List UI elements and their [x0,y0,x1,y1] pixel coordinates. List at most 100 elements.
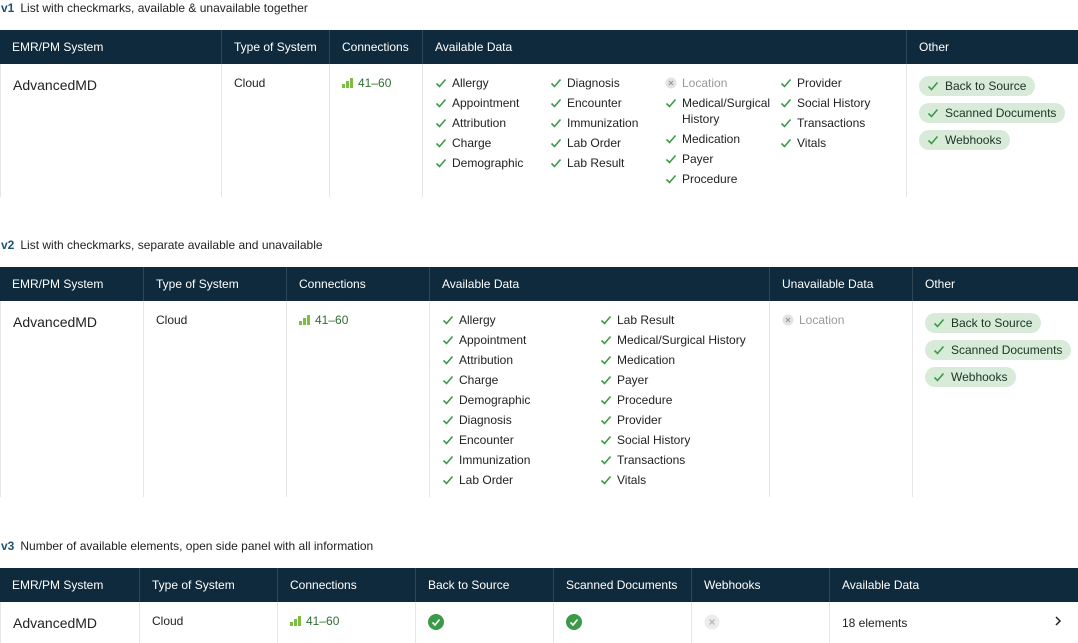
data-item-label: Lab Order [459,473,514,487]
item-list: Allergy Appointment Attribution Charge Demog… [435,75,550,191]
data-item-label: Social History [797,96,871,110]
check-icon [665,98,677,108]
cell [553,602,691,643]
feature-pill-label: Webhooks [951,370,1008,384]
signal-icon [342,78,353,88]
section-title: Number of available elements, open side … [20,539,374,553]
data-item: Lab Result [600,312,758,328]
check-icon [435,138,447,148]
feature-pill-label: Back to Source [951,316,1033,330]
data-item-label: Vitals [797,136,827,150]
check-icon [933,372,945,382]
body-row: AdvancedMD Cloud 41–60 Allergy Appointment At… [0,64,1078,197]
data-item-label: Immunization [459,453,531,467]
column-header: EMR/PM System [12,578,104,592]
data-item: Appointment [442,332,600,348]
column-header: Scanned Documents [553,568,691,602]
data-item: Social History [600,432,758,448]
available-data-count: 18 elements [842,616,908,630]
data-item-label: Diagnosis [567,76,620,90]
table: EMR/PM System Type of System Connections Ba… [0,568,1078,643]
check-icon [780,138,792,148]
data-item-label: Medication [682,132,741,146]
column-header: Type of System [139,568,277,602]
body-row: AdvancedMD Cloud 41–60 Allergy Appointment At… [0,301,1078,497]
check-icon [442,335,454,345]
feature-pill: Scanned Documents [925,340,1072,360]
item-list: Allergy Appointment Attribution Charge Demog… [442,312,600,492]
item-lists: Location [782,312,912,332]
data-item: Provider [600,412,758,428]
feature-pill-label: Scanned Documents [945,106,1057,120]
data-item-label: Lab Order [567,136,622,150]
data-item-label: Demographic [452,156,524,170]
check-icon [435,118,447,128]
data-item: Vitals [600,472,758,488]
data-item: Appointment [435,95,550,111]
section-caption: v3 Number of available elements, open sid… [1,538,373,554]
cell-text: Cloud [152,614,184,628]
check-icon [780,78,792,88]
data-item: Diagnosis [550,75,665,91]
check-icon [600,475,612,485]
data-item: Location [665,75,780,91]
data-item-label: Medical/Surgical History [617,333,746,347]
data-item-label: Appointment [452,96,520,110]
data-item-label: Payer [682,152,714,166]
table: EMR/PM System Type of System Connections Av… [0,30,1078,197]
check-icon [550,98,562,108]
check-icon [550,158,562,168]
data-item: Medical/Surgical History [665,95,780,127]
check-icon [442,375,454,385]
data-item: Provider [780,75,895,91]
available-data-link[interactable]: 18 elements [842,615,1078,631]
section-caption: v2 List with checkmarks, separate availab… [1,237,323,253]
feature-pill-label: Webhooks [945,133,1002,147]
check-icon [780,98,792,108]
check-icon [435,78,447,88]
data-item-label: Payer [617,373,649,387]
check-icon [600,375,612,385]
data-item-label: Encounter [459,433,514,447]
connections-range: 41–60 [306,614,340,628]
data-item-label: Transactions [797,116,866,130]
check-icon [927,108,939,118]
system-name: AdvancedMD [13,77,98,93]
data-item: Immunization [550,115,665,131]
data-item-label: Transactions [617,453,686,467]
data-item: Allergy [435,75,550,91]
data-item: Diagnosis [442,412,600,428]
check-icon [927,135,939,145]
header-row: EMR/PM System Type of System Connections Ba… [0,568,1078,602]
check-icon [600,415,612,425]
column-header: Available Data [429,267,769,301]
check-icon [927,81,939,91]
data-item: Immunization [442,452,600,468]
data-item: Social History [780,95,895,111]
connections-range: 41–60 [315,313,349,327]
column-header: Connections [329,30,422,64]
cell: Back to Source Scanned Documents Webhooks [906,64,1078,197]
check-icon [665,154,677,164]
column-header: EMR/PM System [12,40,104,54]
data-item-label: Encounter [567,96,622,110]
cell [415,602,553,643]
item-lists: Allergy Appointment Attribution Charge Demog… [442,312,769,492]
check-icon [550,118,562,128]
data-item-label: Allergy [452,76,489,90]
version-label: v2 [1,238,15,252]
feature-pill-label: Scanned Documents [951,343,1063,357]
check-icon [442,355,454,365]
column-header: Connections [286,267,429,301]
data-item-label: Allergy [459,313,496,327]
data-item: Medical/Surgical History [600,332,758,348]
data-item: Lab Order [550,135,665,151]
feature-pill: Webhooks [925,367,1017,387]
feature-pill-label: Back to Source [945,79,1027,93]
cell: Allergy Appointment Attribution Charge Demog… [429,301,769,497]
table: EMR/PM System Type of System Connections Av… [0,267,1078,497]
check-icon [600,315,612,325]
data-item-label: Medication [617,353,676,367]
data-item-label: Charge [452,136,492,150]
check-icon [550,138,562,148]
